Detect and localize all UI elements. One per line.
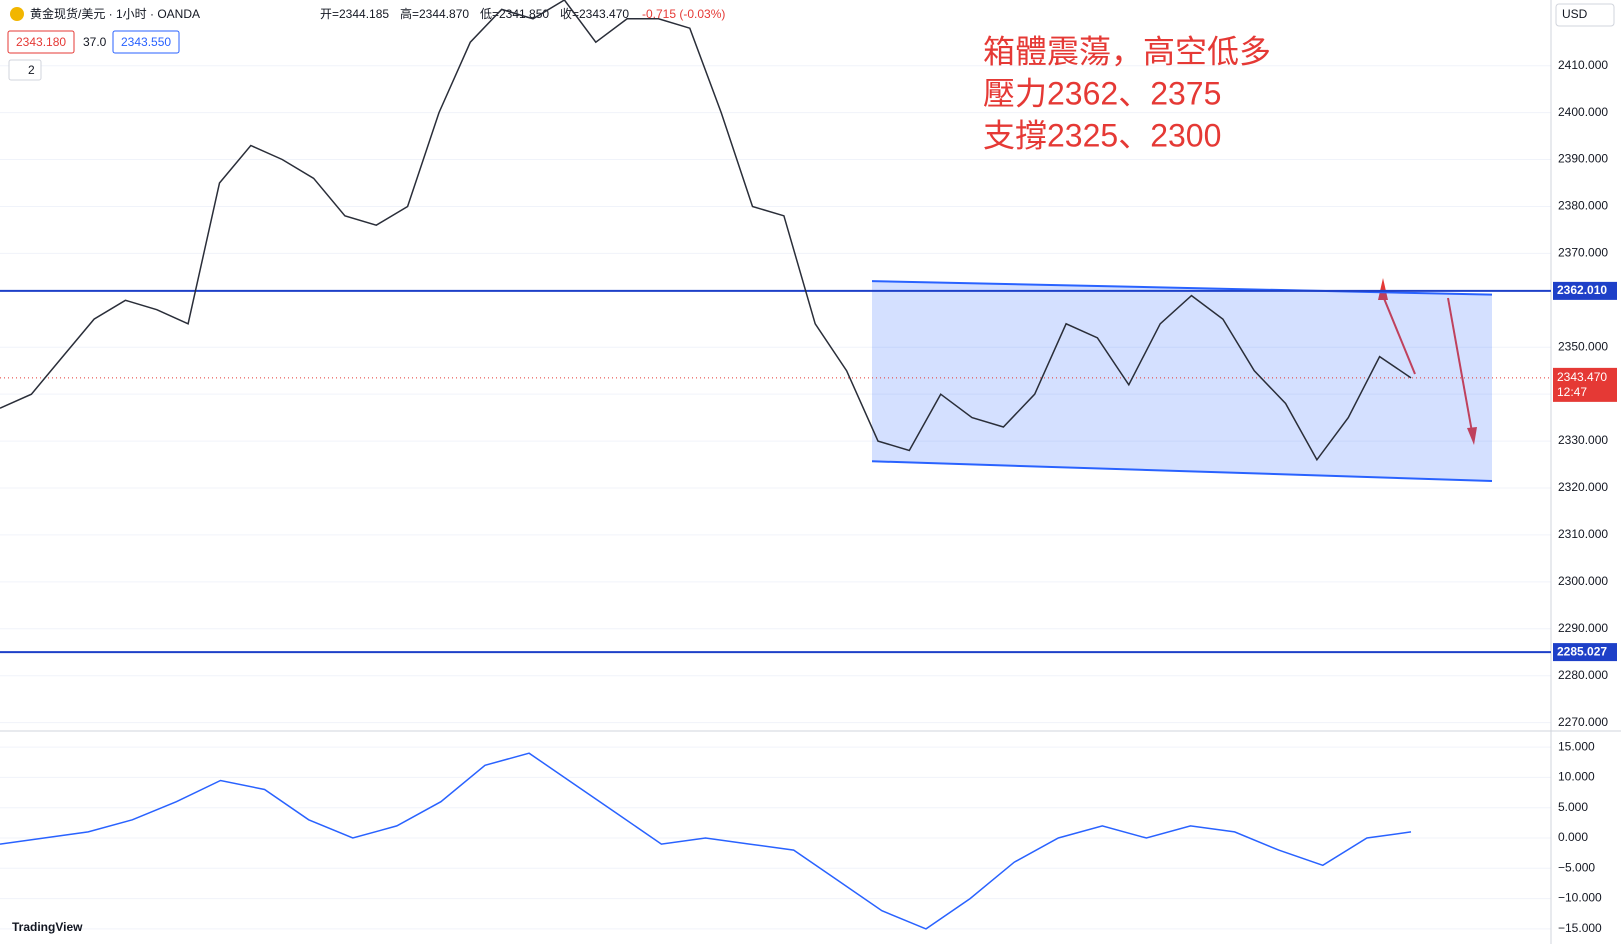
y-tick-label: −5.000	[1558, 860, 1595, 874]
currency-box[interactable]	[1555, 3, 1615, 27]
y-tick-label: 10.000	[1558, 770, 1595, 784]
symbol: 黄金现货/美元 · 1小时 · OANDA	[30, 6, 200, 21]
y-tick-label: 2300.000	[1558, 574, 1608, 588]
y-tick-label: 0.000	[1558, 830, 1588, 844]
y-tick-label: 2350.000	[1558, 339, 1608, 353]
price-tag-label: 2285.027	[1557, 644, 1607, 658]
y-tick-label: 5.000	[1558, 800, 1588, 814]
ohlc-high: 高=2344.870	[400, 6, 469, 21]
symbol-icon	[10, 7, 24, 21]
y-tick-label: 2280.000	[1558, 668, 1608, 682]
y-tick-label: −10.000	[1558, 891, 1602, 905]
price-tag	[1553, 643, 1617, 662]
brand: TradingView	[12, 920, 83, 934]
y-tick-label: 2320.000	[1558, 480, 1608, 494]
y-tick-label: 2370.000	[1558, 246, 1608, 260]
last-tag	[1553, 367, 1617, 402]
indicator-toggle[interactable]	[8, 59, 42, 81]
y-tick-label: −15.000	[1558, 921, 1602, 935]
axis-bg	[1551, 0, 1621, 944]
y-tick-label: 2380.000	[1558, 199, 1608, 213]
price-line	[0, 0, 1412, 462]
channel	[872, 281, 1492, 481]
y-tick-label: 2270.000	[1558, 715, 1608, 729]
ohlc-low: 低=2341.850	[480, 7, 549, 21]
y-tick-label: 2390.000	[1558, 152, 1608, 166]
currency: USD	[1562, 7, 1588, 21]
y-tick-label: 2330.000	[1558, 433, 1608, 447]
ohlc-change: -0.715 (-0.03%)	[642, 7, 725, 21]
arrow-up-line	[1382, 295, 1416, 375]
spread: 37.0	[83, 35, 107, 49]
last-tag-time: 12:47	[1557, 385, 1587, 399]
ask-box[interactable]	[112, 30, 180, 54]
y-tick-label: 15.000	[1558, 739, 1595, 753]
price-tag-label: 2362.010	[1557, 283, 1607, 297]
arrow-up	[1378, 278, 1388, 300]
channel-bottom	[871, 460, 1493, 482]
annotation: 支撐2325、2300	[983, 117, 1221, 153]
y-tick-label: 2400.000	[1558, 105, 1608, 119]
channel-top	[871, 280, 1493, 296]
indicator-count: 2	[28, 63, 35, 77]
y-tick-label: 2290.000	[1558, 621, 1608, 635]
annotation: 箱體震蕩，高空低多	[983, 33, 1271, 69]
y-tick-label: 2310.000	[1558, 527, 1608, 541]
y-tick-label: 2410.000	[1558, 58, 1608, 72]
bid-box[interactable]	[7, 30, 75, 54]
arrow-down	[1467, 427, 1477, 445]
annotation: 壓力2362、2375	[983, 75, 1221, 111]
last-tag-label: 2343.470	[1557, 370, 1607, 384]
price-tag	[1553, 281, 1617, 300]
ask: 2343.550	[121, 35, 171, 49]
macd-line	[0, 752, 1412, 930]
ohlc-open: 开=2344.185	[320, 7, 389, 21]
arrow-down-line	[1447, 297, 1473, 433]
bid: 2343.180	[16, 35, 66, 49]
